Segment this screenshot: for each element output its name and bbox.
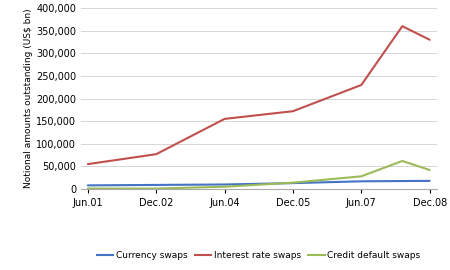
Legend: Currency swaps, Interest rate swaps, Credit default swaps: Currency swaps, Interest rate swaps, Cre…: [94, 248, 424, 264]
Y-axis label: Notional amounts outstanding (US$ bn): Notional amounts outstanding (US$ bn): [24, 9, 33, 188]
